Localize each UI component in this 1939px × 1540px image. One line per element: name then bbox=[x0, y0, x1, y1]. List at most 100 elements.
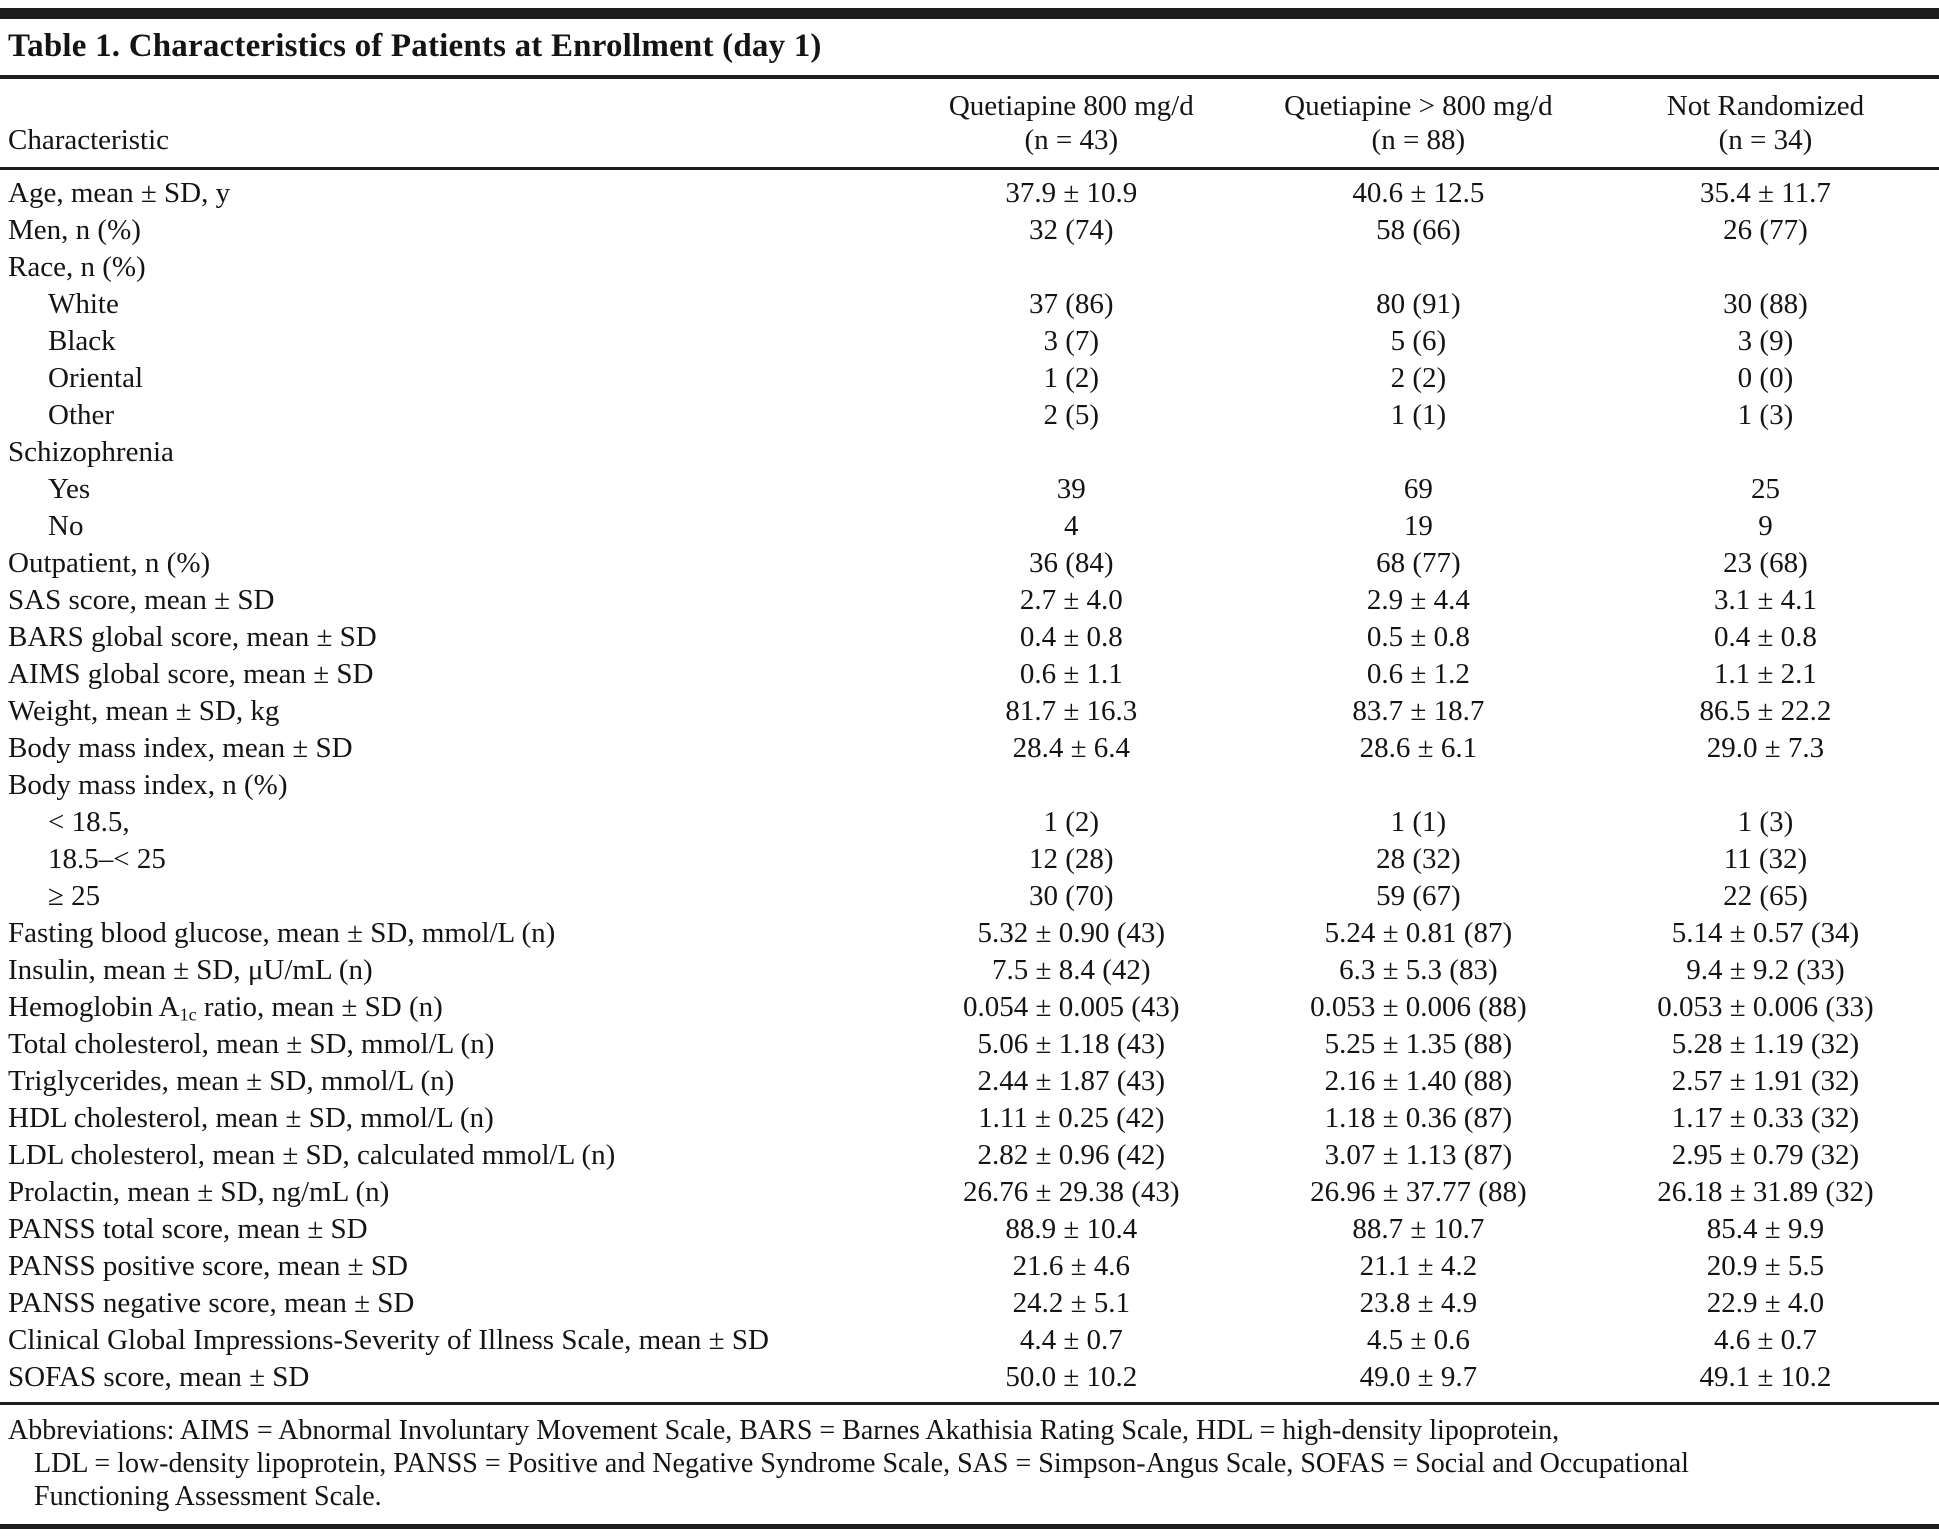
row-value: 3 (7) bbox=[1043, 325, 1100, 357]
table-row: No 4 19 9 bbox=[0, 508, 1939, 545]
row-label: SAS score, mean ± SD bbox=[8, 584, 275, 616]
row-value: 1.17 ± 0.33 (32) bbox=[1671, 1102, 1860, 1134]
row-label: Body mass index, mean ± SD bbox=[8, 732, 353, 764]
row-value: 35.4 ± 11.7 bbox=[1700, 177, 1831, 209]
column-header-line1: Quetiapine 800 mg/d bbox=[948, 90, 1194, 122]
table-row: Outpatient, n (%) 36 (84) 68 (77) 23 (68… bbox=[0, 545, 1939, 582]
table-row: Other 2 (5) 1 (1) 1 (3) bbox=[0, 397, 1939, 434]
row-value: 20.9 ± 5.5 bbox=[1706, 1250, 1825, 1282]
row-value: 5.06 ± 1.18 (43) bbox=[977, 1028, 1166, 1060]
row-value: 3.07 ± 1.13 (87) bbox=[1324, 1139, 1513, 1171]
row-label: Triglycerides, mean ± SD, mmol/L (n) bbox=[8, 1065, 455, 1097]
row-value: 23.8 ± 4.9 bbox=[1359, 1287, 1478, 1319]
row-value: 49.1 ± 10.2 bbox=[1699, 1361, 1832, 1393]
row-value: 50.0 ± 10.2 bbox=[1005, 1361, 1138, 1393]
table-row: Men, n (%) 32 (74) 58 (66) 26 (77) bbox=[0, 212, 1939, 249]
row-label: Clinical Global Impressions-Severity of … bbox=[8, 1324, 769, 1356]
table-header-row: Characteristic Quetiapine 800 mg/d (n = … bbox=[0, 79, 1939, 170]
table-row: White 37 (86) 80 (91) 30 (88) bbox=[0, 286, 1939, 323]
row-value: 28 (32) bbox=[1376, 843, 1461, 875]
table-row: 18.5–< 25 12 (28) 28 (32) 11 (32) bbox=[0, 841, 1939, 878]
row-value: 5.28 ± 1.19 (32) bbox=[1671, 1028, 1860, 1060]
row-label: White bbox=[48, 288, 119, 320]
row-value: 80 (91) bbox=[1376, 288, 1461, 320]
row-value: 1.11 ± 0.25 (42) bbox=[978, 1102, 1165, 1134]
table-row: Black 3 (7) 5 (6) 3 (9) bbox=[0, 323, 1939, 360]
row-value: 83.7 ± 18.7 bbox=[1352, 695, 1485, 727]
row-value: 1 (3) bbox=[1737, 806, 1794, 838]
bottom-rule bbox=[0, 1524, 1939, 1529]
row-label: Hemoglobin A1c ratio, mean ± SD (n) bbox=[8, 991, 443, 1025]
row-value: 36 (84) bbox=[1029, 547, 1114, 579]
row-value: 26.96 ± 37.77 (88) bbox=[1310, 1176, 1527, 1208]
row-label: Oriental bbox=[48, 362, 144, 394]
row-value: 2.82 ± 0.96 (42) bbox=[977, 1139, 1166, 1171]
row-label: PANSS negative score, mean ± SD bbox=[8, 1287, 415, 1319]
row-value: 86.5 ± 22.2 bbox=[1699, 695, 1832, 727]
row-value: 32 (74) bbox=[1029, 214, 1114, 246]
row-value: 85.4 ± 9.9 bbox=[1706, 1213, 1825, 1245]
row-value bbox=[1592, 767, 1939, 804]
row-value: 37.9 ± 10.9 bbox=[1005, 177, 1138, 209]
table-row: Clinical Global Impressions-Severity of … bbox=[0, 1322, 1939, 1359]
column-header-line1: Not Randomized bbox=[1666, 90, 1865, 122]
row-value bbox=[898, 434, 1245, 471]
row-value: 21.1 ± 4.2 bbox=[1359, 1250, 1478, 1282]
table-row: HDL cholesterol, mean ± SD, mmol/L (n) 1… bbox=[0, 1100, 1939, 1137]
row-label: Total cholesterol, mean ± SD, mmol/L (n) bbox=[8, 1028, 495, 1060]
row-value: 88.7 ± 10.7 bbox=[1352, 1213, 1485, 1245]
row-value: 3 (9) bbox=[1737, 325, 1794, 357]
row-label: Other bbox=[48, 399, 115, 431]
row-value: 21.6 ± 4.6 bbox=[1012, 1250, 1130, 1282]
table-row: Total cholesterol, mean ± SD, mmol/L (n)… bbox=[0, 1026, 1939, 1063]
row-value: 5.32 ± 0.90 (43) bbox=[977, 917, 1166, 949]
row-label: LDL cholesterol, mean ± SD, calculated m… bbox=[8, 1139, 616, 1171]
row-value: 29.0 ± 7.3 bbox=[1706, 732, 1825, 764]
footnote-line-3: Functioning Assessment Scale. bbox=[34, 1481, 382, 1512]
row-value: 23 (68) bbox=[1723, 547, 1808, 579]
table-row: LDL cholesterol, mean ± SD, calculated m… bbox=[0, 1137, 1939, 1174]
row-label: No bbox=[48, 510, 84, 542]
column-header-characteristic: Characteristic bbox=[8, 124, 170, 156]
table-footnote: Abbreviations: AIMS = Abnormal Involunta… bbox=[0, 1405, 1939, 1524]
row-value: 19 bbox=[1403, 510, 1433, 542]
table-row: Triglycerides, mean ± SD, mmol/L (n) 2.4… bbox=[0, 1063, 1939, 1100]
row-value: 28.4 ± 6.4 bbox=[1012, 732, 1130, 764]
row-value: 2.44 ± 1.87 (43) bbox=[977, 1065, 1166, 1097]
table-row: Yes 39 69 25 bbox=[0, 471, 1939, 508]
row-label: Yes bbox=[48, 473, 91, 505]
row-value: 69 bbox=[1403, 473, 1433, 505]
row-label: Body mass index, n (%) bbox=[8, 769, 288, 801]
row-value: 0.4 ± 0.8 bbox=[1019, 621, 1123, 653]
row-value: 0.053 ± 0.006 (33) bbox=[1657, 991, 1874, 1023]
row-label: Men, n (%) bbox=[8, 214, 141, 246]
row-value: 4.5 ± 0.6 bbox=[1366, 1324, 1470, 1356]
table-body: Age, mean ± SD, y 37.9 ± 10.9 40.6 ± 12.… bbox=[0, 170, 1939, 1405]
row-label: Race, n (%) bbox=[8, 251, 146, 283]
row-value: 1 (1) bbox=[1390, 806, 1447, 838]
column-header-quetiapine-over-800: Quetiapine > 800 mg/d (n = 88) bbox=[1245, 89, 1592, 157]
row-value: 5.24 ± 0.81 (87) bbox=[1324, 917, 1513, 949]
table-row: PANSS total score, mean ± SD 88.9 ± 10.4… bbox=[0, 1211, 1939, 1248]
table-row: Oriental 1 (2) 2 (2) 0 (0) bbox=[0, 360, 1939, 397]
table-title: Table 1. Characteristics of Patients at … bbox=[0, 19, 1939, 79]
row-label: Insulin, mean ± SD, μU/mL (n) bbox=[8, 954, 373, 986]
row-label: Outpatient, n (%) bbox=[8, 547, 211, 579]
row-value: 0.053 ± 0.006 (88) bbox=[1310, 991, 1527, 1023]
table-row: PANSS negative score, mean ± SD 24.2 ± 5… bbox=[0, 1285, 1939, 1322]
table-row: Hemoglobin A1c ratio, mean ± SD (n) 0.05… bbox=[0, 989, 1939, 1026]
row-label: Black bbox=[48, 325, 116, 357]
row-label: Age, mean ± SD, y bbox=[8, 177, 231, 209]
row-value bbox=[1245, 434, 1592, 471]
row-value: 1 (3) bbox=[1737, 399, 1794, 431]
row-label: SOFAS score, mean ± SD bbox=[8, 1361, 310, 1393]
row-value: 2.7 ± 4.0 bbox=[1019, 584, 1123, 616]
row-label: ≥ 25 bbox=[48, 880, 101, 912]
row-value: 0.4 ± 0.8 bbox=[1713, 621, 1817, 653]
row-value: 59 (67) bbox=[1376, 880, 1461, 912]
row-value: 1.1 ± 2.1 bbox=[1713, 658, 1817, 690]
row-value: 5.25 ± 1.35 (88) bbox=[1324, 1028, 1513, 1060]
table-row: Schizophrenia bbox=[0, 434, 1939, 471]
row-value: 2.16 ± 1.40 (88) bbox=[1324, 1065, 1513, 1097]
